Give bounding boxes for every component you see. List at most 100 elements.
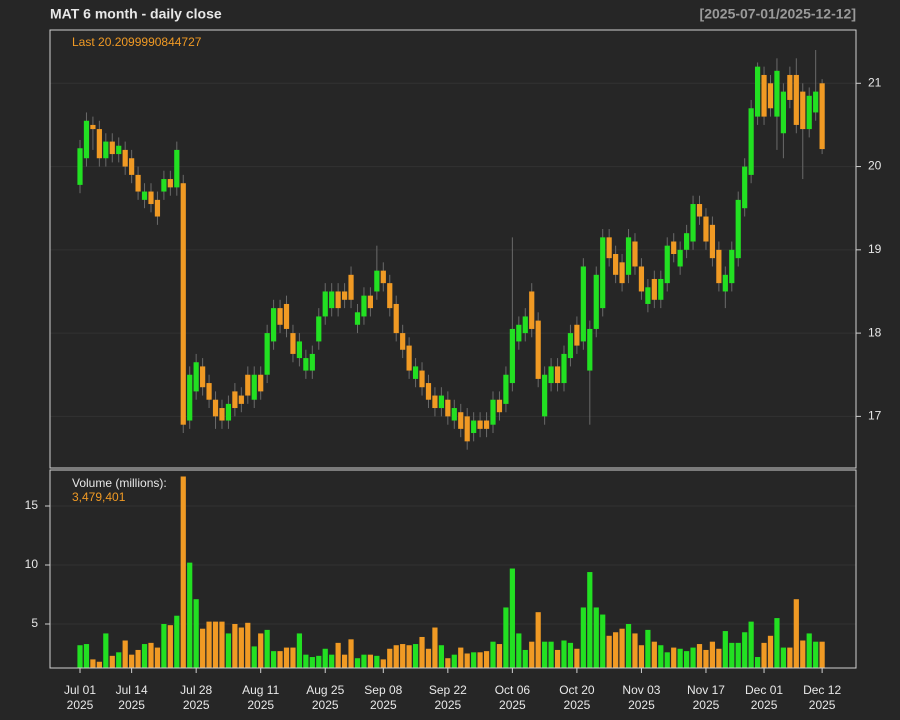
candle-body (503, 374, 509, 404)
volume-bar (567, 642, 574, 668)
candle-body (761, 74, 767, 117)
candle-body (116, 145, 122, 155)
candle-body (361, 295, 367, 317)
volume-bar (600, 614, 606, 668)
y-tick-label: 20 (868, 159, 882, 173)
volume-bar (258, 633, 264, 668)
candle-body (638, 266, 645, 292)
x-tick-label: Dec 01 (745, 683, 783, 697)
x-tick-year: 2025 (312, 698, 339, 712)
candle-body (561, 353, 567, 384)
candle-body (787, 74, 793, 100)
x-tick-label: Dec 12 (803, 683, 841, 697)
x-tick-label: Oct 20 (559, 683, 595, 697)
candle-body (303, 358, 309, 371)
y-tick-label: 21 (868, 75, 882, 89)
volume-bar (613, 632, 619, 668)
candle-body (83, 120, 90, 159)
volume-bar (90, 659, 96, 668)
candle-body (819, 83, 825, 150)
panel-frame (49, 469, 857, 669)
candle-body (154, 199, 161, 217)
x-tick-label: Aug 11 (242, 683, 279, 697)
volume-bar (367, 654, 373, 668)
candle-body (438, 395, 444, 409)
volume-bar (277, 651, 283, 668)
candle-body (425, 383, 432, 400)
volume-bar (632, 633, 638, 668)
candle-body (690, 204, 696, 242)
candle-body (109, 141, 115, 155)
volume-bar (819, 641, 825, 668)
volume-bar (303, 654, 309, 668)
volume-bar (619, 628, 625, 668)
panel-frame (49, 29, 857, 469)
candle-body (619, 262, 625, 284)
candle-body (587, 328, 593, 371)
volume-bar (361, 654, 367, 668)
candle-body (535, 320, 541, 379)
candle-body (645, 287, 651, 304)
volume-bar (309, 657, 315, 668)
volume-bar (316, 655, 322, 668)
candle-body (554, 366, 561, 384)
candle-body (90, 124, 96, 130)
volume-bar (425, 648, 432, 668)
volume-bar (787, 647, 793, 668)
volume-bar (587, 572, 593, 668)
volume-bar (664, 652, 670, 668)
candle-body (206, 383, 212, 400)
x-tick-label: Aug 25 (306, 683, 344, 697)
volume-bar (200, 628, 206, 668)
volume-bar (187, 562, 193, 668)
volume-bar (684, 651, 690, 668)
y-tick-label: 5 (31, 616, 38, 630)
volume-bar (212, 621, 219, 668)
volume-bar (122, 640, 128, 668)
volume-bar (174, 615, 180, 668)
candle-body (200, 366, 206, 388)
candle-body (103, 141, 109, 159)
volume-bar (793, 599, 799, 668)
candle-body (632, 241, 638, 267)
volume-bar (748, 621, 754, 668)
candle-body (684, 233, 690, 250)
volume-bar (154, 647, 161, 668)
volume-bar (432, 627, 438, 668)
candle-body (406, 345, 412, 371)
volume-bar (580, 607, 586, 668)
volume-bar (109, 655, 115, 668)
x-tick-year: 2025 (751, 698, 778, 712)
candle-body (709, 224, 716, 259)
candle-body (813, 91, 819, 113)
volume-bar (335, 642, 341, 668)
candle-body (567, 333, 574, 359)
volume-bar (542, 641, 548, 668)
candle-body (548, 366, 554, 384)
candle-body (245, 374, 251, 396)
candle-body (593, 274, 599, 329)
x-tick-year: 2025 (693, 698, 720, 712)
volume-bar (103, 633, 109, 668)
candle-body (258, 374, 264, 392)
candle-body (664, 245, 670, 284)
volume-bar (535, 612, 541, 668)
x-tick-year: 2025 (628, 698, 655, 712)
volume-bar (561, 640, 567, 668)
x-tick-year: 2025 (499, 698, 526, 712)
candle-body (800, 91, 806, 130)
volume-bar (483, 651, 490, 668)
candle-body (677, 249, 683, 267)
volume-bar (167, 625, 173, 668)
x-tick-label: Nov 17 (687, 683, 725, 697)
candle-body (464, 416, 470, 442)
volume-bar (496, 644, 503, 668)
candle-body (219, 408, 225, 421)
volume-bar (754, 657, 761, 668)
x-tick-year: 2025 (118, 698, 145, 712)
volume-bar (767, 635, 774, 668)
volume-bar (761, 642, 767, 668)
candle-body (174, 149, 180, 188)
volume-bar (406, 645, 412, 668)
